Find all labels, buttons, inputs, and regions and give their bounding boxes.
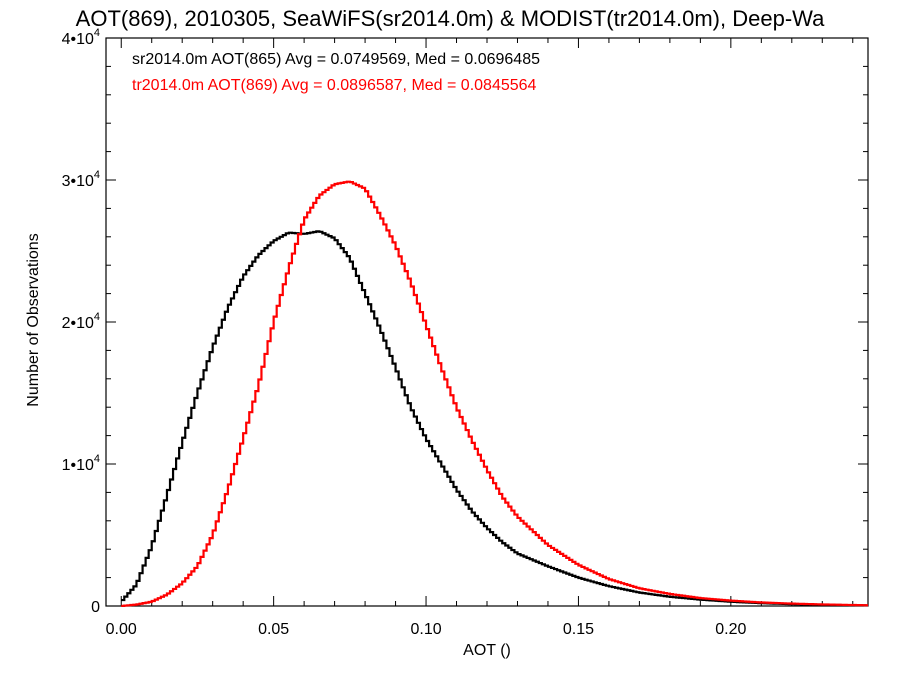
y-tick-label: 3•104: [62, 169, 100, 190]
y-tick-label: 4•104: [62, 27, 100, 48]
series-layer: [121, 180, 868, 607]
y-tick-label: 2•104: [62, 311, 100, 332]
series-sr2014-histogram: [121, 230, 868, 607]
y-axis-label: Number of Observations: [25, 233, 42, 406]
series-tr2014-histogram: [121, 180, 868, 607]
legend-entry: tr2014.0m AOT(869) Avg = 0.0896587, Med …: [132, 77, 537, 94]
plot-frame: [105, 37, 869, 607]
x-tick-label: 0.05: [258, 621, 289, 638]
x-tick-label: 0.10: [410, 621, 441, 638]
y-tick-label: 0: [91, 599, 100, 616]
x-tick-label: 0.15: [563, 621, 594, 638]
y-axis: 0 1•104 2•104 3•104 4•104: [62, 27, 868, 616]
y-tick-label: 1•104: [62, 453, 100, 474]
x-axis: 0.00 0.05 0.10 0.15 0.20: [106, 38, 854, 638]
legend: sr2014.0m AOT(865) Avg = 0.0749569, Med …: [132, 51, 540, 94]
plot-border: [105, 37, 869, 607]
x-tick-label: 0.00: [106, 621, 137, 638]
x-axis-label: AOT (): [463, 642, 511, 659]
x-tick-label: 0.20: [715, 621, 746, 638]
legend-entry: sr2014.0m AOT(865) Avg = 0.0749569, Med …: [132, 51, 540, 68]
chart-title: AOT(869), 2010305, SeaWiFS(sr2014.0m) & …: [76, 6, 825, 31]
